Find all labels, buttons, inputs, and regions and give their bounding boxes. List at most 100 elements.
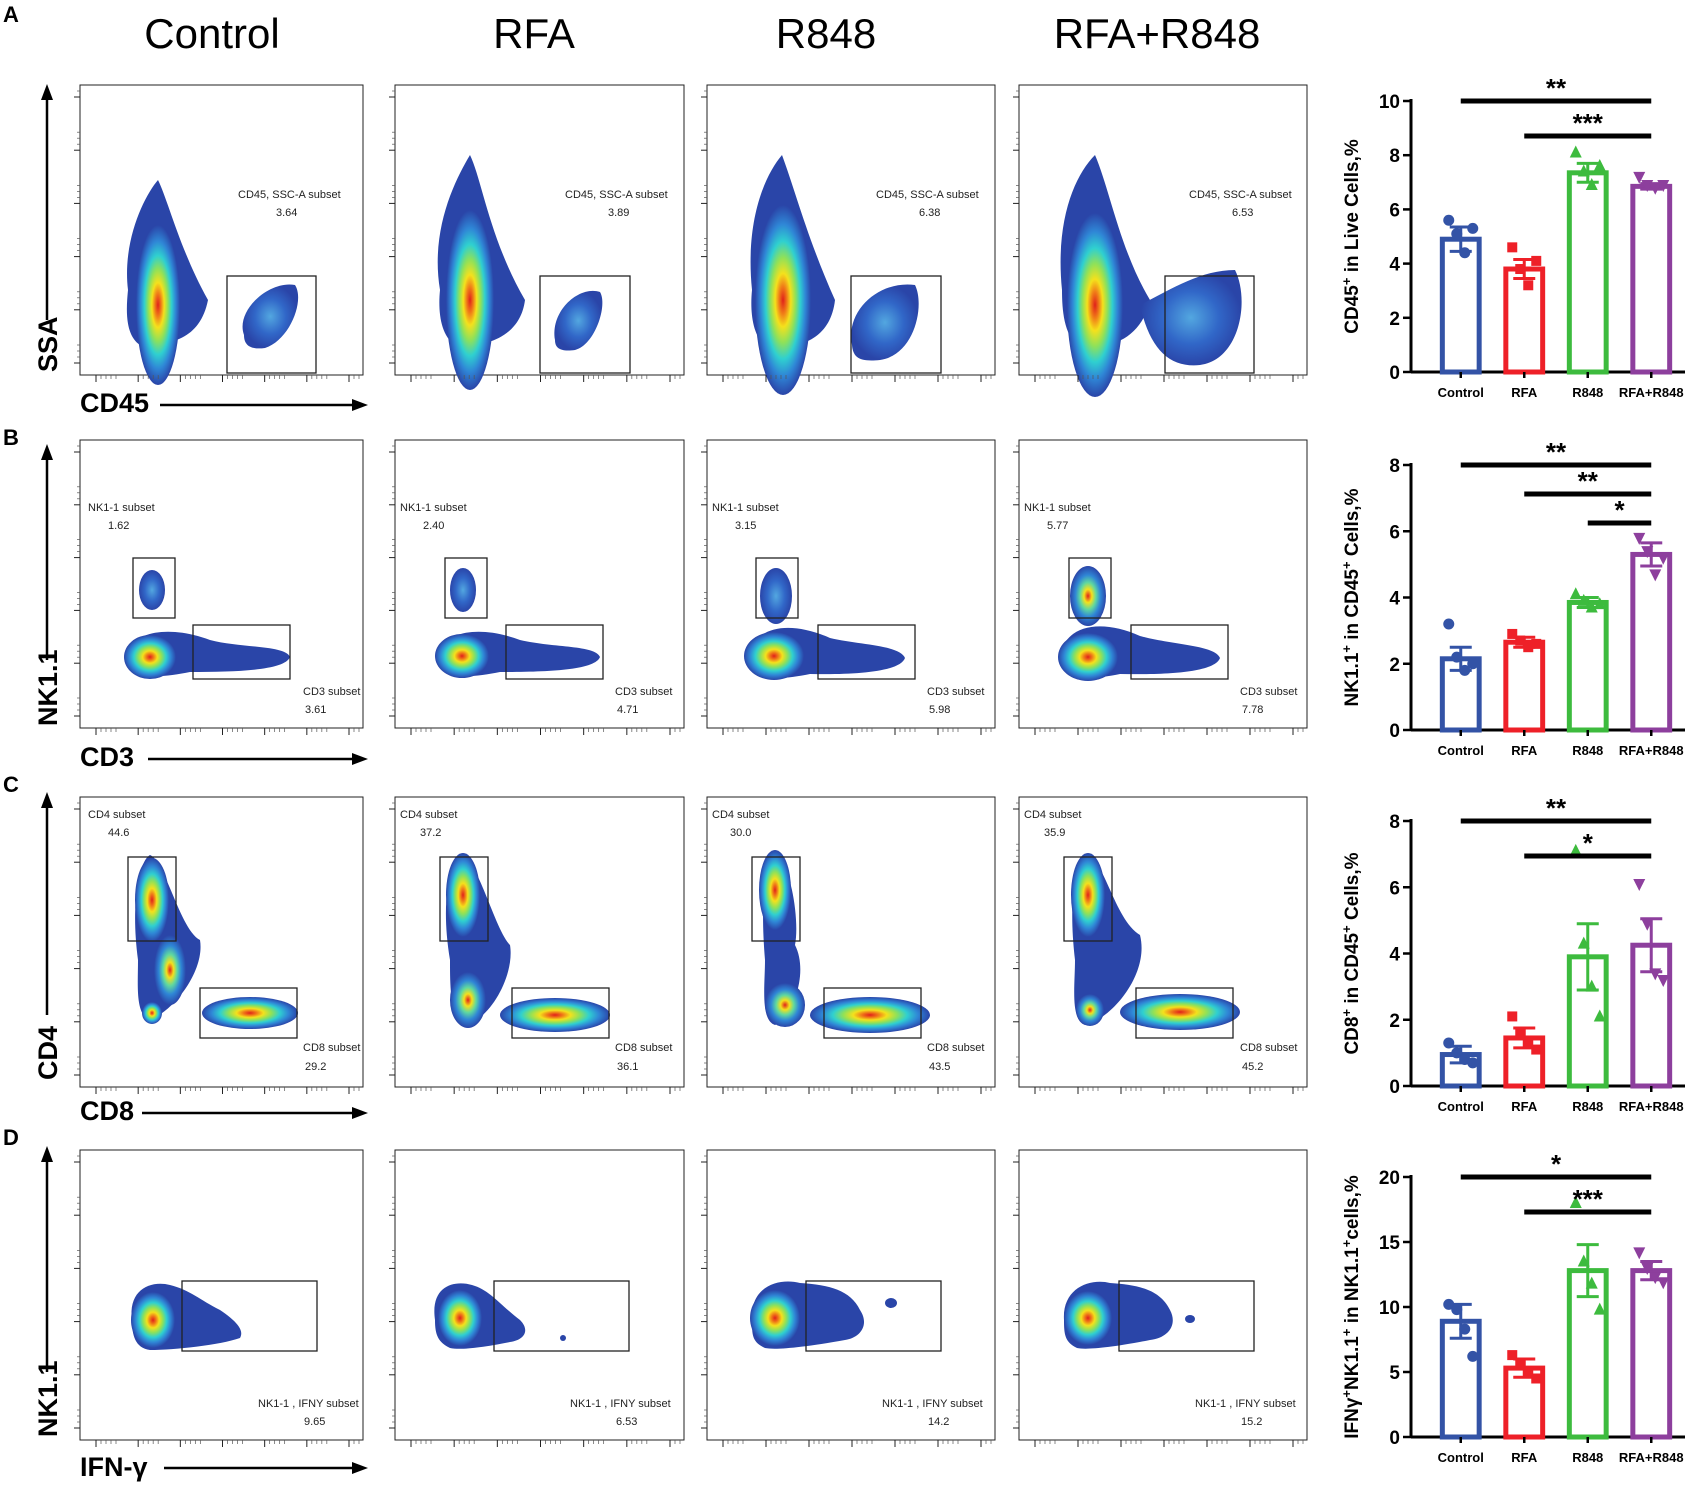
flow-plot-a-r848: CD45, SSC-A subset 6.38	[706, 84, 996, 395]
data-point	[1531, 638, 1542, 649]
gate-value: 1.62	[108, 520, 129, 532]
bar-chart-d: 0 5 10 15 20 IFNγ+NK1.1+ in NK1.1+cells,% Cont…	[1339, 1149, 1685, 1465]
data-point	[1577, 164, 1590, 177]
panel-letter-c: C	[3, 772, 19, 797]
row-c-y-axis-label: CD4	[33, 1026, 63, 1080]
gate-label: CD3 subset	[615, 686, 672, 698]
flow-plot-a-control: CD45, SSC-A subset 3.64	[79, 84, 364, 385]
gate-value: 30.0	[730, 827, 751, 839]
data-point	[1507, 242, 1518, 253]
data-point	[1585, 1276, 1598, 1289]
gate-label: NK1-1 subset	[88, 502, 155, 514]
bar-y-tick-label: 2	[1389, 655, 1400, 676]
panel-letter-a: A	[3, 2, 19, 27]
gate-label: CD45, SSC-A subset	[1189, 189, 1292, 201]
data-point	[1467, 658, 1479, 670]
data-point	[1593, 1009, 1606, 1022]
gate-label: NK1-1 , IFNY subset	[570, 1398, 671, 1410]
bar-control	[1439, 236, 1482, 375]
bar-x-tick-label: RFA+R848	[1619, 1450, 1684, 1465]
bar-y-tick-label: 0	[1389, 363, 1400, 384]
gate-label: NK1-1 subset	[1024, 502, 1091, 514]
bar-y-tick-label: 6	[1389, 522, 1400, 543]
data-point	[1577, 936, 1590, 949]
data-point	[1569, 145, 1582, 158]
data-point	[1577, 1254, 1590, 1267]
bar-y-tick-label: 2	[1389, 1011, 1400, 1032]
bar-y-tick-label: 15	[1379, 1233, 1401, 1254]
flow-plot-d-control: NK1-1 , IFNY subset 9.65	[79, 1149, 364, 1441]
row-c-x-axis-label: CD8	[80, 1096, 134, 1126]
data-point	[1531, 1373, 1542, 1384]
data-point	[1443, 618, 1455, 630]
bar-y-tick-label: 0	[1389, 721, 1400, 742]
data-point	[1649, 1272, 1662, 1285]
data-point	[1641, 546, 1654, 559]
gate-value: 6.38	[919, 207, 940, 219]
flow-plot-b-rfa: NK1-1 subset 2.40 CD3 subset 4.71	[394, 439, 685, 729]
data-point	[1507, 628, 1518, 639]
gate-value: 37.2	[420, 827, 441, 839]
gate-label: CD45, SSC-A subset	[565, 189, 668, 201]
bar-x-tick-label: RFA	[1511, 1099, 1538, 1114]
significance-label: *	[1551, 1149, 1562, 1179]
bar-chart-a: 0 2 4 6 8 10 CD45+ in Live Cells,% Control RFA R8…	[1339, 73, 1685, 400]
bar-x-tick-label: Control	[1438, 1450, 1484, 1465]
bar-rfa	[1503, 639, 1546, 733]
flow-plot-d-rfa-r848: NK1-1 , IFNY subset 15.2	[1018, 1149, 1308, 1441]
data-point	[1585, 600, 1598, 613]
bar-x-tick-label: RFA	[1511, 743, 1538, 758]
flow-plot-c-rfa-r848: CD4 subset 35.9 CD8 subset 45.2	[1018, 796, 1308, 1088]
gate-value: 3.61	[305, 704, 326, 716]
gate-label: CD8 subset	[927, 1042, 984, 1054]
data-point	[1515, 264, 1526, 275]
data-point	[1531, 255, 1542, 266]
significance-label: **	[1546, 437, 1567, 467]
bar-rfa-r848	[1630, 551, 1673, 733]
data-point	[1569, 843, 1582, 856]
data-point	[1633, 878, 1646, 891]
data-point	[1569, 1196, 1582, 1208]
flow-plot-d-rfa: NK1-1 , IFNY subset 6.53	[394, 1149, 685, 1441]
bar-y-tick-label: 0	[1389, 1077, 1400, 1098]
gate-label: CD4 subset	[88, 809, 145, 821]
data-point	[1657, 1277, 1670, 1290]
flow-plot-c-rfa: CD4 subset 37.2 CD8 subset 36.1	[394, 796, 685, 1088]
bar-y-axis-label: NK1.1+ in CD45+ Cells,%	[1339, 488, 1364, 706]
flow-plot-b-r848: NK1-1 subset 3.15 CD3 subset 5.98	[706, 439, 996, 729]
data-point	[1531, 1044, 1542, 1055]
row-d-y-axis-label: NK1.1	[33, 1360, 63, 1437]
bar-y-tick-label: 4	[1389, 255, 1400, 276]
data-point	[1641, 918, 1654, 931]
bar-y-tick-label: 8	[1389, 146, 1400, 167]
row-b-x-axis-label: CD3	[80, 742, 134, 772]
gate-label: CD45, SSC-A subset	[238, 189, 341, 201]
gate-value: 9.65	[304, 1416, 325, 1428]
data-point	[1451, 651, 1463, 663]
column-header-r848: R848	[776, 10, 876, 57]
bar-y-tick-label: 4	[1389, 945, 1400, 966]
data-point	[1515, 635, 1526, 646]
data-point	[1633, 171, 1646, 184]
significance-label: ***	[1573, 1184, 1604, 1214]
gate-value: 14.2	[928, 1416, 949, 1428]
bar-y-tick-label: 6	[1389, 878, 1400, 899]
gate-label: CD3 subset	[303, 686, 360, 698]
data-point	[1649, 182, 1662, 195]
bar-x-tick-label: RFA	[1511, 385, 1538, 400]
bar-y-tick-label: 8	[1389, 812, 1400, 833]
data-point	[1523, 1037, 1534, 1048]
bar-x-tick-label: RFA+R848	[1619, 1099, 1684, 1114]
gate-value: 5.77	[1047, 520, 1068, 532]
bar-y-axis-label: CD8+ in CD45+ Cells,%	[1339, 852, 1364, 1054]
bar-y-tick-label: 5	[1389, 1363, 1400, 1384]
gate-label: NK1-1 , IFNY subset	[258, 1398, 359, 1410]
gate-value: 7.78	[1242, 704, 1263, 716]
bar-r848	[1566, 599, 1609, 733]
gate-label: NK1-1 subset	[712, 502, 779, 514]
flow-axis-ticks	[74, 90, 1304, 1447]
data-point	[1443, 1298, 1455, 1310]
flow-plot-a-rfa: CD45, SSC-A subset 3.89	[394, 84, 685, 390]
data-point	[1649, 569, 1662, 582]
data-point	[1523, 642, 1534, 653]
